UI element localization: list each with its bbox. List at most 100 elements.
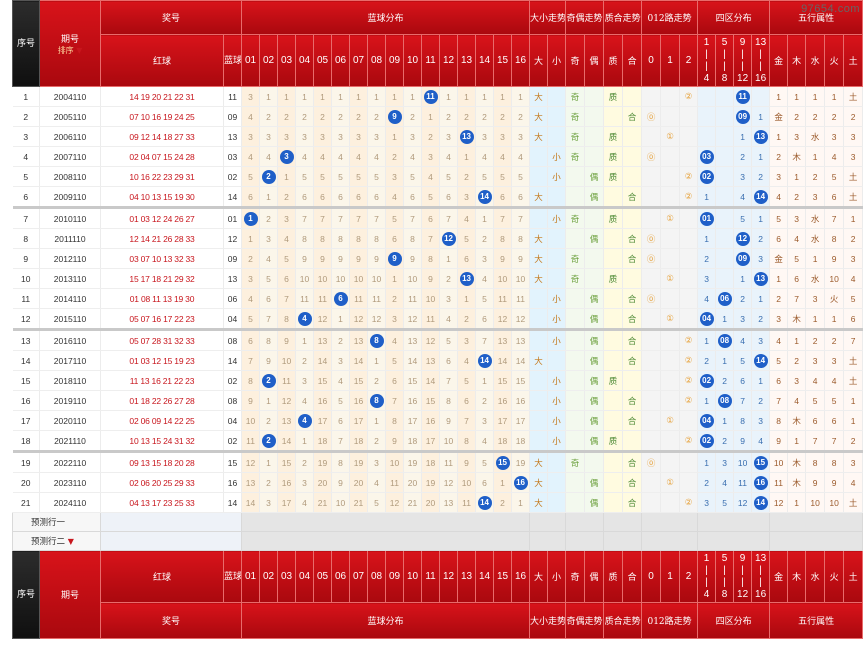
blue-dist-cell: 2 [367, 106, 387, 127]
zone-cell: 1 [733, 268, 753, 289]
blue-dist-cell: 5 [475, 166, 495, 187]
footer-col-fire: 火 [824, 550, 845, 603]
blue-dist-cell: 1 [331, 86, 351, 107]
wuxing-cell: 5 [787, 248, 807, 269]
blue-dist-cell: 9 [385, 430, 405, 453]
row-red-balls: 05 07 16 17 22 23 [100, 308, 224, 331]
road012-cell: ① [660, 472, 681, 493]
zone-cell: 1 [751, 370, 771, 391]
size-cell: 小 [547, 410, 567, 431]
blue-dist-cell: 15 [277, 451, 297, 473]
blue-dist-hit: 3 [277, 146, 297, 167]
row-blue-ball: 09 [223, 106, 243, 127]
blue-dist-cell: 14 [403, 350, 423, 371]
road012-cell [641, 166, 662, 187]
blue-dist-cell: 3 [295, 126, 315, 147]
blue-dist-cell: 18 [493, 430, 513, 453]
header-wuxing: 五行属性 [769, 0, 864, 35]
wuxing-cell: 4 [787, 228, 807, 249]
hit-ball: 4 [297, 311, 312, 326]
hit-ball: 13 [753, 129, 768, 144]
hit-ball: 6 [333, 291, 348, 306]
oddeven-cell [565, 186, 586, 209]
table-row: 9 2012110 03 07 10 13 32 33 09 2 4 5 9 9 9 9 9 9 9 8 1 6… [12, 248, 864, 269]
blue-dist-cell: 7 [421, 228, 441, 249]
header-period[interactable]: 期号 排序 ▼ [39, 0, 101, 87]
oddeven-cell: 偶 [584, 492, 605, 513]
wuxing-cell: 7 [843, 329, 864, 351]
zone-cell: 1 [697, 390, 717, 411]
blue-dist-cell: 3 [367, 126, 387, 147]
prime-cell: 质 [603, 268, 624, 289]
size-cell [547, 228, 567, 249]
blue-dist-cell: 12 [313, 308, 333, 331]
col-13: 13 [457, 34, 477, 87]
table-row: 14 2017110 01 03 12 15 19 23 14 7 9 10 2 14 3 14 1 5… [12, 350, 864, 371]
wuxing-cell: 4 [769, 186, 789, 209]
blue-dist-cell: 8 [493, 228, 513, 249]
blue-dist-cell: 4 [295, 146, 315, 167]
wuxing-cell: 2 [805, 106, 826, 127]
blue-dist-cell: 6 [385, 370, 405, 391]
table-row: 4 2007110 02 04 07 15 24 28 03 4 4 3 4 4 4 4 4 2 4 3 4 1… [12, 146, 864, 167]
wuxing-cell: 水 [805, 207, 826, 229]
blue-dist-cell: 3 [511, 126, 531, 147]
zone-cell: 4 [733, 329, 753, 351]
blue-dist-hit: 13 [457, 268, 477, 289]
size-cell [547, 492, 567, 513]
zone-cell: 2 [697, 472, 717, 493]
wuxing-cell: 水 [805, 228, 826, 249]
footer-col-even: 偶 [584, 550, 605, 603]
prime-cell: 合 [622, 329, 643, 351]
size-cell: 大 [529, 492, 549, 513]
zone-cell [751, 86, 771, 107]
row-red-balls: 01 03 12 24 26 27 [100, 207, 224, 229]
row-period: 2005110 [39, 106, 101, 127]
wuxing-cell: 2 [787, 106, 807, 127]
row-blue-ball: 14 [223, 186, 243, 209]
footer-col-earth: 土 [843, 550, 864, 603]
zone-hit: 02 [697, 166, 717, 187]
blue-dist-cell: 4 [277, 228, 297, 249]
blue-dist-cell: 9 [277, 329, 297, 351]
col-01: 01 [241, 34, 261, 87]
blue-dist-cell: 2 [457, 106, 477, 127]
blue-dist-cell: 2 [475, 390, 495, 411]
sort-toggle[interactable]: 排序 ▼ [57, 45, 83, 55]
row-blue-ball: 13 [223, 268, 243, 289]
blue-dist-hit: 4 [295, 308, 315, 331]
road012-cell [641, 472, 662, 493]
blue-dist-cell: 4 [511, 146, 531, 167]
zone-cell: 3 [733, 166, 753, 187]
blue-dist-cell: 4 [295, 390, 315, 411]
wuxing-cell: 1 [824, 86, 845, 107]
wuxing-cell: 8 [824, 451, 845, 473]
blue-dist-cell: 7 [367, 207, 387, 229]
size-cell: 大 [529, 248, 549, 269]
blue-dist-cell: 9 [295, 248, 315, 269]
blue-dist-cell: 4 [457, 207, 477, 229]
blue-dist-cell: 3 [421, 146, 441, 167]
predict-row-2[interactable]: 预测行二 ▼ [12, 531, 864, 551]
footer-col-road1: 1 [660, 550, 681, 603]
header-red: 红球 [100, 34, 224, 87]
wuxing-cell: 2 [843, 228, 864, 249]
blue-dist-cell: 13 [277, 410, 297, 431]
oddeven-cell [565, 410, 586, 431]
zone-cell: 10 [733, 451, 753, 473]
predict-row-1[interactable]: 预测行一 [12, 512, 864, 532]
blue-dist-cell: 1 [403, 86, 423, 107]
row-seq: 20 [12, 472, 40, 493]
row-period: 2015110 [39, 308, 101, 331]
size-cell [529, 410, 549, 431]
col-road2: 2 [679, 34, 699, 87]
blue-dist-cell: 18 [511, 430, 531, 453]
blue-dist-cell: 5 [475, 288, 495, 309]
blue-dist-cell: 2 [331, 106, 351, 127]
zone-cell: 3 [697, 268, 717, 289]
prime-cell: 合 [622, 288, 643, 309]
row-red-balls: 14 19 20 21 22 31 [100, 86, 224, 107]
size-cell [529, 370, 549, 391]
oddeven-cell [565, 329, 586, 351]
oddeven-cell: 偶 [584, 228, 605, 249]
